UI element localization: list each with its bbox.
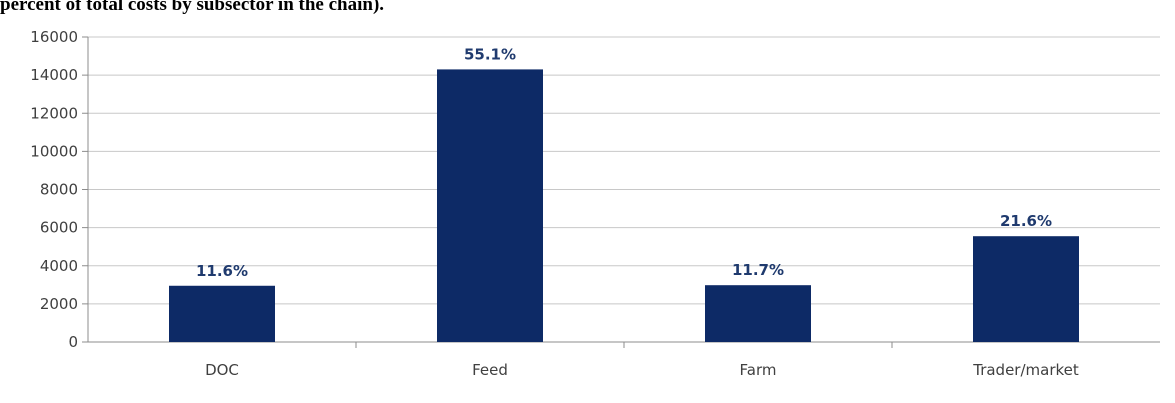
y-tick-label: 12000 [30, 104, 78, 122]
bar-feed [437, 69, 543, 342]
data-label: 11.6% [196, 262, 248, 280]
y-tick-label: 0 [68, 333, 78, 351]
y-tick-label: 10000 [30, 142, 78, 160]
x-category-label: Farm [740, 361, 777, 379]
data-label: 55.1% [464, 45, 516, 63]
x-category-label: DOC [205, 361, 239, 379]
chart-caption: percent of total costs by subsector in t… [0, 0, 385, 15]
data-label: 11.7% [732, 261, 784, 279]
x-category-label: Trader/market [972, 361, 1079, 379]
y-tick-label: 2000 [40, 295, 78, 313]
x-category-label: Feed [472, 361, 508, 379]
y-tick-label: 8000 [40, 181, 78, 199]
y-tick-label: 16000 [30, 28, 78, 46]
y-tick-label: 6000 [40, 219, 78, 237]
y-tick-label: 4000 [40, 257, 78, 275]
bar-doc [169, 285, 275, 342]
data-label: 21.6% [1000, 212, 1052, 230]
bar-trader-market [973, 236, 1079, 342]
bar-farm [705, 285, 811, 342]
y-tick-label: 14000 [30, 66, 78, 84]
